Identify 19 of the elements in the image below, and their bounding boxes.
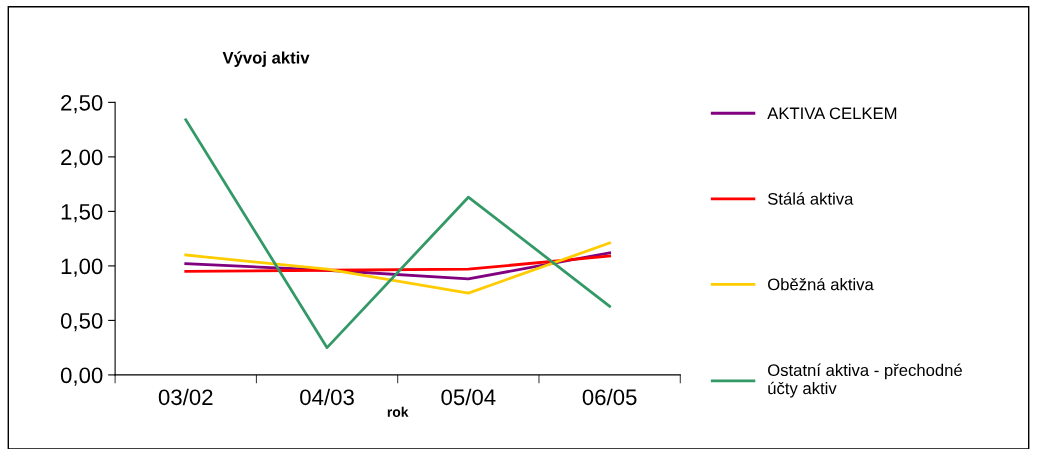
y-tick-label: 1,50 <box>61 203 103 223</box>
x-tick-label: 04/03 <box>300 388 354 406</box>
y-tick-label: 2,50 <box>61 94 103 114</box>
legend-label: Oběžná aktiva <box>768 277 874 291</box>
x-axis-title: rok <box>387 406 409 417</box>
y-tick-label: 1,00 <box>61 258 103 277</box>
line-series <box>184 241 612 295</box>
line-series <box>184 118 612 350</box>
line-series <box>184 254 612 273</box>
x-tick-label: 06/05 <box>582 388 637 406</box>
legend-label: Ostatní aktiva - přechodné účty aktiv <box>768 363 962 398</box>
x-tick-label: 03/02 <box>158 388 213 406</box>
y-tick-label: 0,50 <box>60 312 103 332</box>
y-tick-label: 0,00 <box>60 367 103 386</box>
chart-title: Vývoj aktiv <box>222 51 310 67</box>
legend-label: Stálá aktiva <box>767 192 854 205</box>
x-tick-label: 05/04 <box>441 388 496 406</box>
y-tick-label: 2,00 <box>61 149 103 168</box>
legend-label: AKTIVA CELKEM <box>767 107 897 120</box>
